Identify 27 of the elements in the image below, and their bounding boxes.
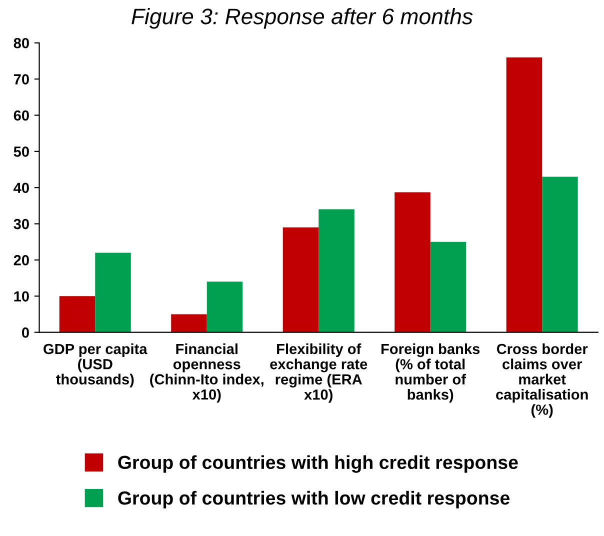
x-tick-label: Financial openness (Chinn-Ito index, x10) — [150, 343, 264, 403]
y-tick-label: 80 — [14, 38, 29, 48]
bar — [171, 314, 207, 332]
x-tick-label: Cross border claims over market capitalisation (%) — [496, 343, 588, 418]
bar — [206, 282, 243, 332]
bar — [282, 227, 319, 332]
y-tick-label: 70 — [14, 74, 29, 84]
y-tick-label: 50 — [14, 146, 29, 157]
x-tick-label: Foreign banks (% of total number of banks) — [381, 343, 480, 403]
y-tick-label: 30 — [14, 218, 29, 230]
chart-title: Figure 3: Response after 6 months — [132, 8, 473, 29]
bar — [394, 192, 430, 332]
y-tick-label: 0 — [22, 327, 29, 338]
bar — [506, 57, 542, 332]
y-tick-label: 40 — [14, 182, 29, 194]
legend-label: Group of countries with low credit response — [118, 490, 510, 508]
legend-label: Group of countries with high credit response — [118, 455, 518, 473]
x-tick-label: GDP per capita (USD thousands) — [44, 343, 148, 388]
y-tick-label: 60 — [14, 110, 29, 121]
x-tick-label: Flexibility of exchange rate regime (ERA x10) — [270, 343, 368, 403]
bar — [430, 242, 466, 332]
bar — [59, 296, 96, 332]
bar — [318, 209, 354, 332]
bar — [95, 252, 131, 332]
bar — [542, 176, 578, 332]
y-tick-label: 20 — [14, 255, 29, 266]
y-tick-label: 10 — [14, 291, 29, 302]
